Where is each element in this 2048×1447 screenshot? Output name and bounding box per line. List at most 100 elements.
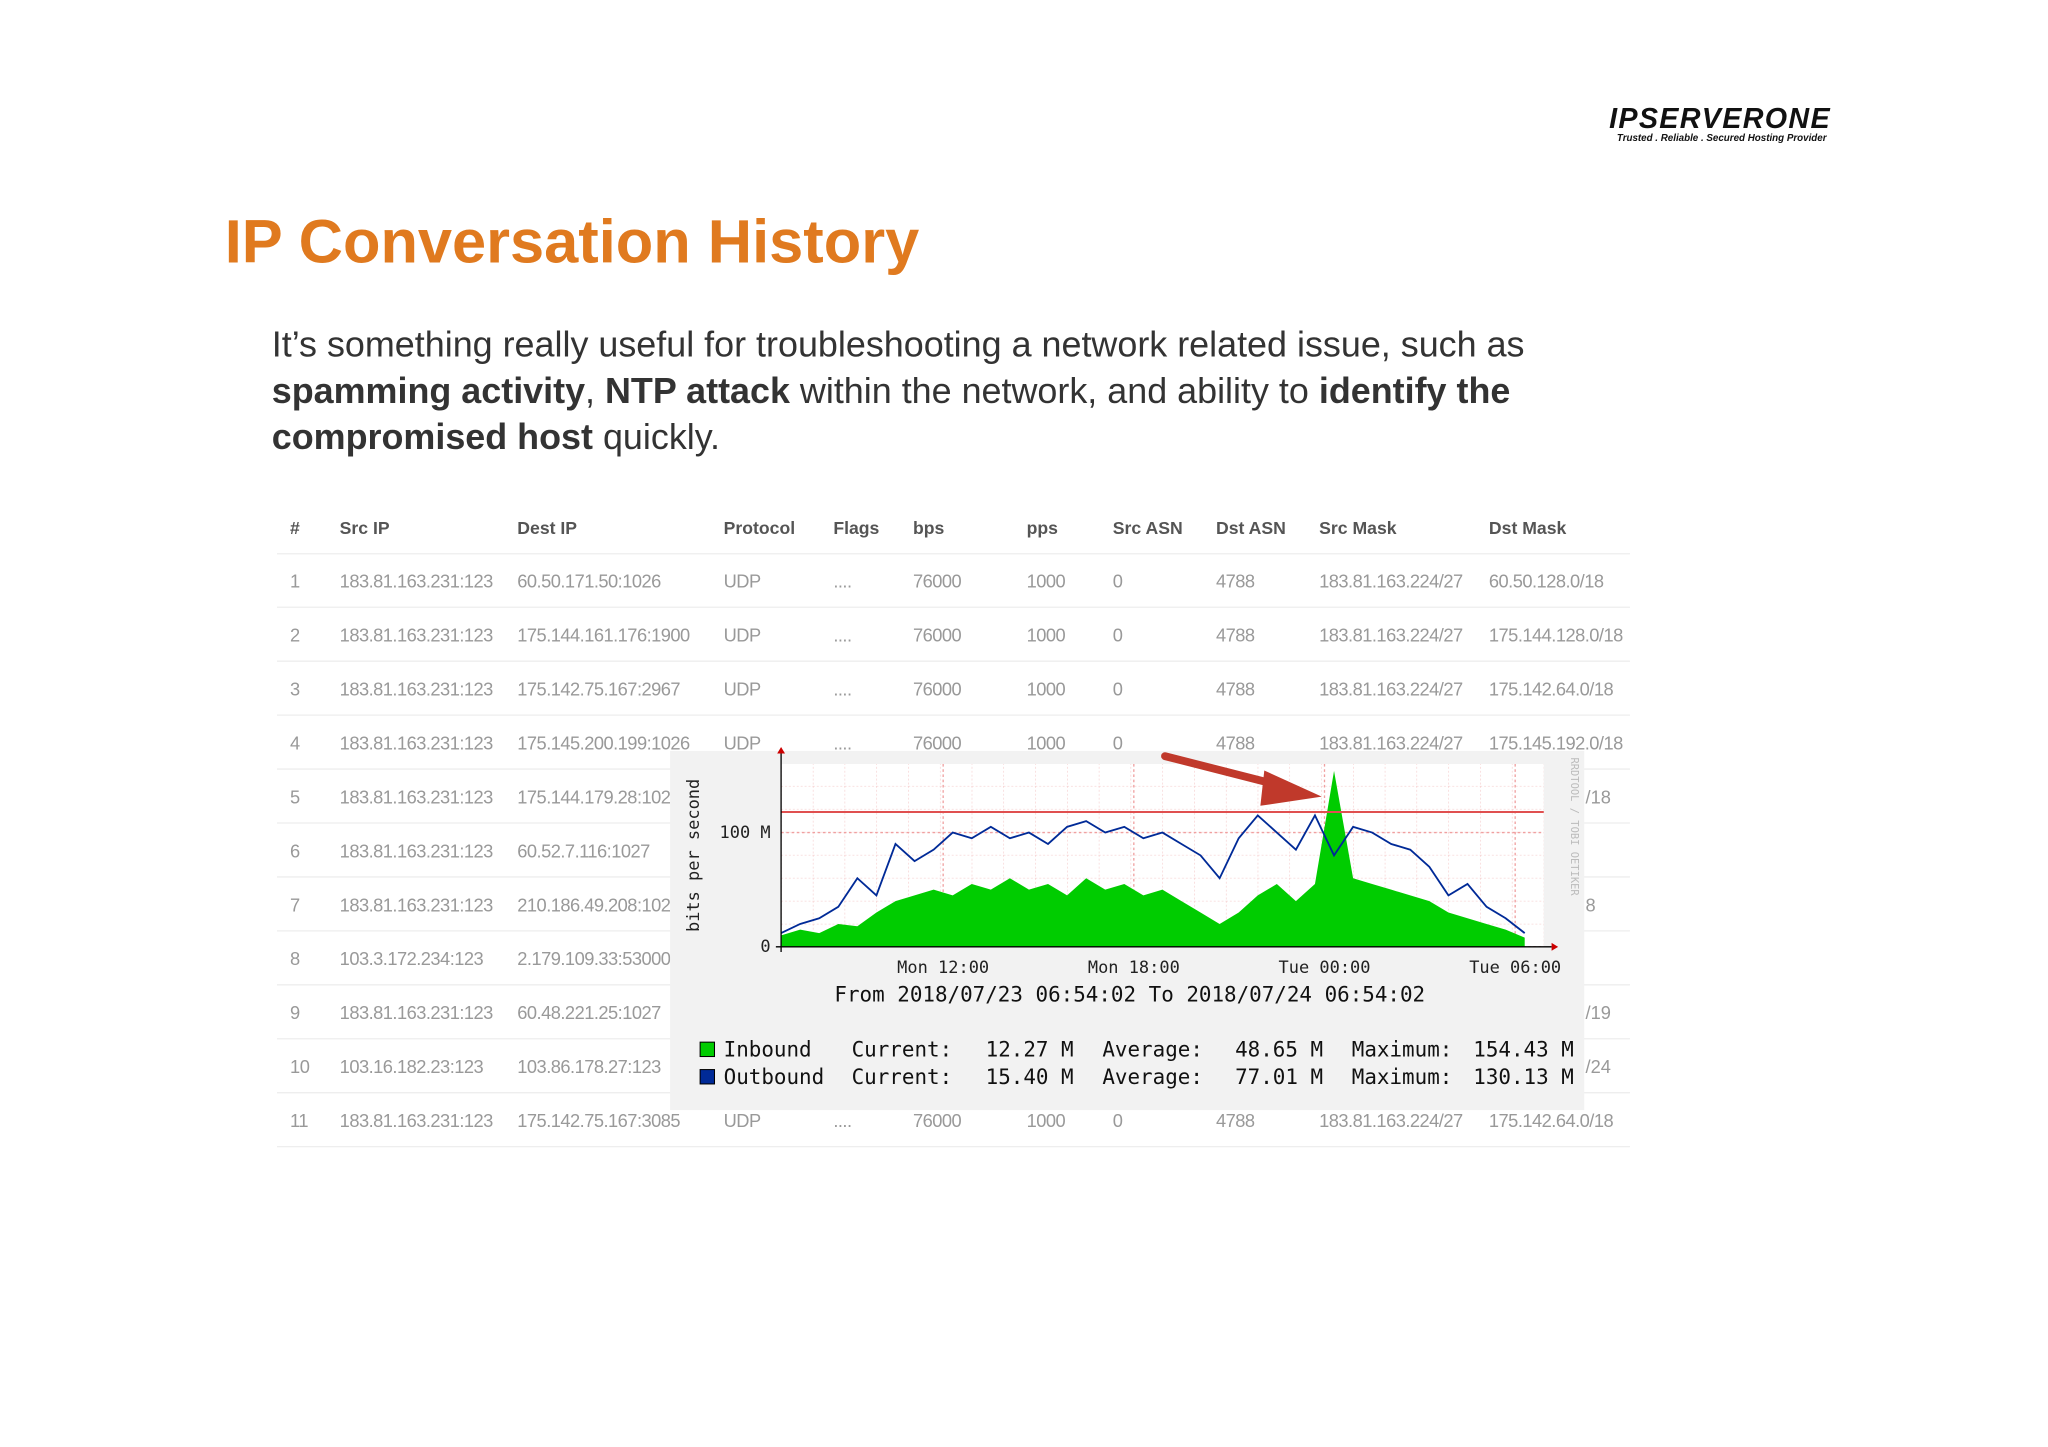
column-header: Flags — [833, 518, 879, 538]
table-cell: 175.142.75.167:2967 — [517, 679, 680, 700]
table-cell: 60.50.171.50:1026 — [517, 571, 661, 592]
text-run: It’s something really useful for trouble… — [272, 324, 1525, 365]
legend-stat-label: Average: — [1102, 1038, 1203, 1062]
table-cell: 175.144.128.0/18 — [1489, 625, 1623, 646]
table-cell: UDP — [724, 625, 761, 646]
logo-tagline: Trusted . Reliable . Secured Hosting Pro… — [1617, 133, 1828, 144]
legend-stat-label: Average: — [1102, 1065, 1203, 1089]
table-cell: .... — [833, 732, 851, 753]
text-run: identify the — [1319, 370, 1511, 411]
table-cell: 183.81.163.231:123 — [340, 571, 493, 592]
table-cell: 11 — [290, 1110, 308, 1131]
table-cell: 1000 — [1027, 679, 1066, 700]
x-tick-label: Tue 00:00 — [1279, 958, 1371, 978]
legend-stat-value: 15.40 M — [986, 1065, 1074, 1089]
table-cell-fragment: /18 — [1586, 786, 1611, 807]
table-cell: 8 — [290, 948, 300, 969]
legend-stat-label: Current: — [852, 1065, 953, 1089]
column-header: Dst Mask — [1489, 518, 1567, 538]
table-cell: 175.144.179.28:1026 — [517, 786, 680, 807]
text-run: compromised host — [272, 416, 593, 457]
table-cell: 4788 — [1216, 625, 1255, 646]
table-cell: 60.50.128.0/18 — [1489, 571, 1604, 592]
column-header: Dst ASN — [1216, 518, 1286, 538]
annotation-arrowhead — [1260, 770, 1322, 806]
table-cell: .... — [833, 1110, 851, 1131]
x-tick-label: Mon 12:00 — [897, 958, 989, 978]
table-cell: 183.81.163.224/27 — [1319, 571, 1463, 592]
table-cell: 183.81.163.231:123 — [340, 732, 493, 753]
paragraph-line: compromised host quickly. — [272, 416, 720, 457]
column-header: bps — [913, 518, 945, 538]
watermark: RRDTOOL / TOBI OETIKER — [1568, 757, 1580, 896]
table-cell: 76000 — [913, 625, 962, 646]
table-cell: 183.81.163.231:123 — [340, 894, 493, 915]
legend-stat-value: 77.01 M — [1235, 1065, 1323, 1089]
table-cell: 175.144.161.176:1900 — [517, 625, 690, 646]
y-axis-label: bits per second — [684, 779, 704, 932]
legend-swatch — [699, 1069, 716, 1085]
table-cell: 4788 — [1216, 571, 1255, 592]
chart-image: 0 100 M Mon 12:00 Mon 18:00 Tue 00:00 Tue 06:… — [670, 747, 1585, 1111]
table-cell: 175.142.64.0/18 — [1489, 679, 1614, 700]
table-cell: 103.86.178.27:123 — [517, 1056, 661, 1077]
table-cell: 1 — [290, 571, 300, 592]
table-cell: 0 — [1113, 625, 1123, 646]
table-cell: .... — [833, 571, 851, 592]
table-cell: 76000 — [913, 571, 962, 592]
column-header: Src Mask — [1319, 518, 1397, 538]
legend-swatch — [699, 1041, 716, 1058]
table-cell: UDP — [724, 732, 761, 753]
legend-stat-label: Maximum: — [1352, 1065, 1453, 1089]
column-header: Src IP — [340, 518, 390, 538]
paragraph-line: spamming activity, NTP attack within the… — [272, 370, 1511, 411]
column-header: Protocol — [724, 518, 795, 538]
y-tick-label: 100 M — [720, 823, 771, 843]
table-cell: 210.186.49.208:102 — [517, 894, 670, 915]
slide-title: IP Conversation History — [225, 207, 919, 276]
table-cell: UDP — [724, 1110, 761, 1131]
table-cell: 183.81.163.224/27 — [1319, 1110, 1463, 1131]
table-cell: 6 — [290, 840, 300, 861]
table-cell: 4 — [290, 732, 300, 753]
table-cell: 3 — [290, 679, 300, 700]
table-cell: 0 — [1113, 732, 1123, 753]
axis-arrow — [777, 747, 786, 754]
table-cell: 76000 — [913, 679, 962, 700]
chart-caption: From 2018/07/23 06:54:02 To 2018/07/24 0… — [834, 983, 1425, 1007]
legend-stat-value: 130.13 M — [1473, 1065, 1574, 1089]
text-run: spamming activity — [272, 370, 585, 411]
column-header: pps — [1027, 518, 1059, 538]
table-cell: 175.145.200.199:1026 — [517, 732, 690, 753]
table-cell: 175.142.64.0/18 — [1489, 1110, 1614, 1131]
table-cell: 183.81.163.224/27 — [1319, 732, 1463, 753]
table-cell: 183.81.163.231:123 — [340, 1002, 493, 1023]
table-cell: 0 — [1113, 679, 1123, 700]
inbound-area — [781, 770, 1525, 947]
table-cell: 103.16.182.23:123 — [340, 1056, 484, 1077]
table-cell: 183.81.163.231:123 — [340, 840, 493, 861]
table-cell: 0 — [1113, 571, 1123, 592]
table-cell: 4788 — [1216, 679, 1255, 700]
table-cell: UDP — [724, 571, 761, 592]
table-cell: 4788 — [1216, 1110, 1255, 1131]
legend-stat-value: 154.43 M — [1473, 1038, 1574, 1062]
table-cell: 4788 — [1216, 732, 1255, 753]
table-cell: 76000 — [913, 732, 962, 753]
table-cell: 1000 — [1027, 625, 1066, 646]
legend-label: Inbound — [724, 1038, 812, 1062]
table-cell: .... — [833, 625, 851, 646]
table-cell: 10 — [290, 1056, 310, 1077]
logo: IPSERVERONE — [1609, 103, 1831, 135]
table: # Src IP Dest IP Protocol Flags bps pps Src ASN… — [276, 518, 1630, 1148]
paragraph-line: It’s something really useful for trouble… — [272, 324, 1525, 365]
table-cell: 183.81.163.231:123 — [340, 1110, 493, 1131]
y-tick-label: 0 — [760, 937, 770, 957]
legend-stat-label: Current: — [852, 1038, 953, 1062]
paragraph: It’s something really useful for trouble… — [272, 324, 1525, 458]
table-cell: 175.142.75.167:3085 — [517, 1110, 680, 1131]
table-cell: 183.81.163.231:123 — [340, 679, 493, 700]
